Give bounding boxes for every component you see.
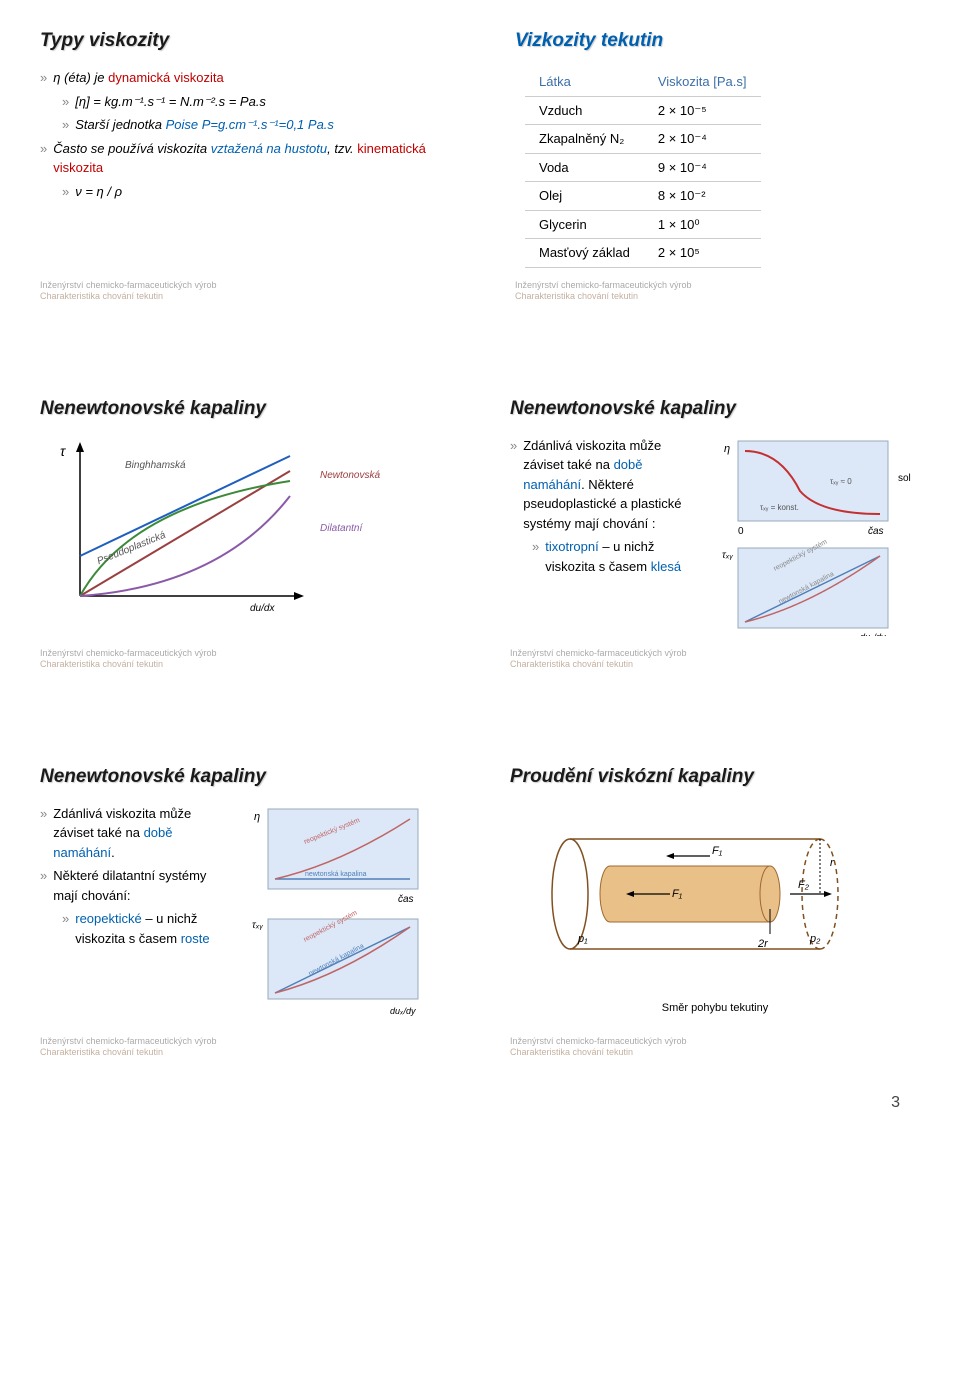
slide-footer: Inženýrství chemicko-farmaceutických výr… xyxy=(40,280,217,302)
svg-text:F₁: F₁ xyxy=(672,888,683,900)
table-row: Vzduch2 × 10⁻⁵ xyxy=(525,96,761,125)
table-row: Voda9 × 10⁻⁴ xyxy=(525,153,761,182)
table-row: Olej8 × 10⁻² xyxy=(525,182,761,211)
svg-text:newtonská kapalina: newtonská kapalina xyxy=(305,871,367,878)
text: η (éta) je dynamická viskozita xyxy=(53,68,224,88)
axis-label: du/dx xyxy=(250,601,274,616)
curve-label: Newtonovská xyxy=(320,468,380,483)
slide-title: Nenewtonovské kapaliny xyxy=(510,398,920,420)
text: ν = η / ρ xyxy=(75,182,122,202)
slide-proudeni-viskozni: Proudění viskózní kapaliny xyxy=(490,756,940,1064)
svg-text:duₓ/dy: duₓ/dy xyxy=(390,1006,416,1016)
table-row: Zkapalněný N₂2 × 10⁻⁴ xyxy=(525,125,761,154)
curve-label: Dilatantní xyxy=(320,521,362,536)
slide-typy-viskozity: Typy viskozity » η (éta) je dynamická vi… xyxy=(20,20,465,308)
table-row: Masťový základ2 × 10⁵ xyxy=(525,239,761,268)
slide-footer: Inženýrství chemicko-farmaceutických výr… xyxy=(510,648,687,670)
text: tixotropní – u nichž viskozita s časem k… xyxy=(545,537,700,576)
slide-nenewtonovske-tixotropni: Nenewtonovské kapaliny » Zdánlivá viskoz… xyxy=(490,388,940,676)
slide-nenewtonovske-reopekticke: Nenewtonovské kapaliny » Zdánlivá viskoz… xyxy=(20,756,460,1064)
slide-footer: Inženýrství chemicko-farmaceutických výr… xyxy=(40,1036,217,1058)
slide-title: Nenewtonovské kapaliny xyxy=(40,398,440,420)
svg-text:2r: 2r xyxy=(757,938,769,950)
viscosity-table: LátkaViskozita [Pa.s] Vzduch2 × 10⁻⁵ Zka… xyxy=(525,68,761,268)
text: Některé dilatantní systémy mají chování: xyxy=(53,866,230,905)
pipe-flow-diagram: F₁ F₁ F₂ r 2r p₁ p₂ xyxy=(510,804,920,994)
text: Starší jednotka Poise P=g.cm⁻¹.s⁻¹=0,1 P… xyxy=(75,115,334,135)
svg-text:τₓᵧ ≈ 0: τₓᵧ ≈ 0 xyxy=(830,477,852,486)
reopektic-chart: η čas reopektický systém newtonská kapal… xyxy=(250,804,440,1024)
svg-text:čas: čas xyxy=(868,526,884,537)
slide-nenewtonovske-chart: Nenewtonovské kapaliny τ xyxy=(20,388,460,676)
slide-footer: Inženýrství chemicko-farmaceutických výr… xyxy=(40,648,217,670)
text: reopektické – u nichž viskozita s časem … xyxy=(75,909,230,948)
svg-text:p₂: p₂ xyxy=(809,933,821,945)
rheology-chart: τ xyxy=(40,436,420,626)
table-header: LátkaViskozita [Pa.s] xyxy=(525,68,761,96)
svg-text:duₓ/dy: duₓ/dy xyxy=(860,632,886,636)
tixotropic-chart: η čas 0 τₓᵧ = konst. τₓᵧ ≈ 0 sol τₓᵧ duₓ… xyxy=(720,436,920,636)
text: Zdánlivá viskozita může záviset také na … xyxy=(523,436,700,534)
svg-text:τₓᵧ: τₓᵧ xyxy=(722,550,734,561)
text: Často se používá viskozita vztažená na h… xyxy=(53,139,445,178)
slide-title: Proudění viskózní kapaliny xyxy=(510,766,920,788)
text: Zdánlivá viskozita může záviset také na … xyxy=(53,804,230,863)
page-number: 3 xyxy=(20,1064,940,1122)
svg-text:F₁: F₁ xyxy=(712,845,723,857)
slide-title: Vizkozity tekutin xyxy=(515,30,920,52)
svg-text:η: η xyxy=(724,443,730,455)
curve-label: Binghhamská xyxy=(125,458,186,473)
slide-footer: Inženýrství chemicko-farmaceutických výr… xyxy=(515,280,692,302)
svg-text:τₓᵧ = konst.: τₓᵧ = konst. xyxy=(760,503,799,512)
diagram-caption: Směr pohybu tekutiny xyxy=(510,1000,920,1017)
slide-footer: Inženýrství chemicko-farmaceutických výr… xyxy=(510,1036,687,1058)
svg-text:η: η xyxy=(254,811,260,823)
slide-title: Nenewtonovské kapaliny xyxy=(40,766,440,788)
slide-vizkozity-tekutin: Vizkozity tekutin LátkaViskozita [Pa.s] … xyxy=(495,20,940,308)
svg-text:τₓᵧ: τₓᵧ xyxy=(252,920,264,931)
svg-text:p₁: p₁ xyxy=(577,933,588,945)
svg-text:F₂: F₂ xyxy=(798,879,810,891)
text: [η] = kg.m⁻¹.s⁻¹ = N.m⁻².s = Pa.s xyxy=(75,92,266,112)
svg-text:τ: τ xyxy=(60,443,66,459)
svg-text:0: 0 xyxy=(738,526,744,537)
svg-text:čas: čas xyxy=(398,894,414,905)
svg-text:sol: sol xyxy=(898,473,911,484)
table-row: Glycerin1 × 10⁰ xyxy=(525,210,761,239)
slide-title: Typy viskozity xyxy=(40,30,445,52)
